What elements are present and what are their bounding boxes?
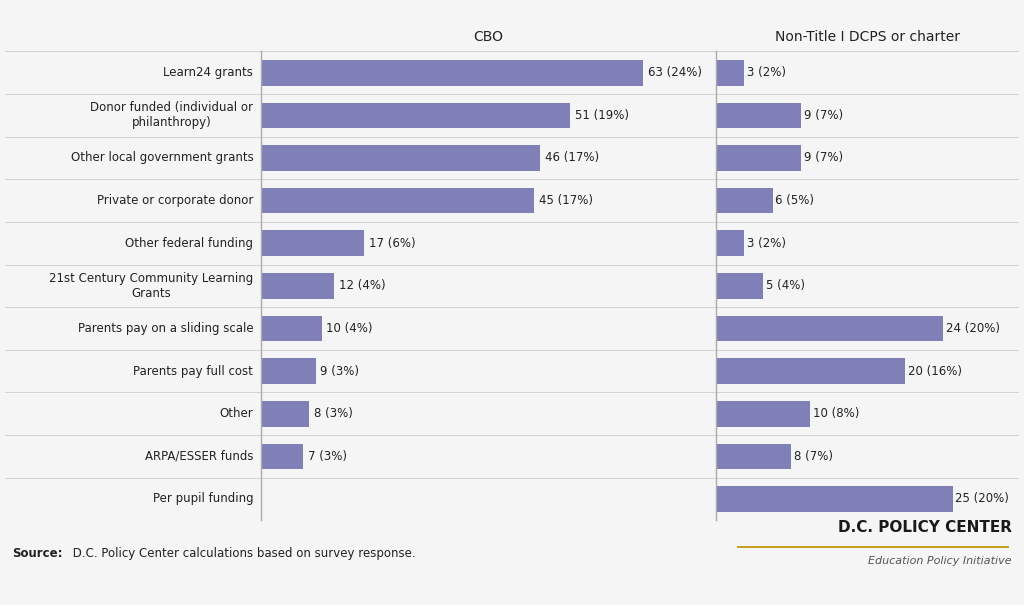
Text: Non-Title I DCPS or charter: Non-Title I DCPS or charter — [775, 30, 959, 44]
Bar — [261, 316, 322, 341]
Bar — [261, 60, 643, 85]
Text: 8 (7%): 8 (7%) — [795, 450, 834, 463]
Bar — [716, 188, 772, 214]
Bar — [261, 145, 540, 171]
Bar — [716, 273, 763, 299]
Text: 45 (17%): 45 (17%) — [539, 194, 593, 207]
Bar — [716, 486, 952, 512]
Text: 3 (2%): 3 (2%) — [746, 237, 786, 250]
Text: 9 (7%): 9 (7%) — [804, 109, 843, 122]
Text: 21st Century Community Learning
Grants: 21st Century Community Learning Grants — [49, 272, 253, 300]
Text: 8 (3%): 8 (3%) — [314, 407, 353, 420]
Text: 51 (19%): 51 (19%) — [575, 109, 629, 122]
Bar — [716, 60, 744, 85]
Bar — [261, 188, 534, 214]
Text: Learn24 grants: Learn24 grants — [164, 66, 253, 79]
Text: 63 (24%): 63 (24%) — [648, 66, 701, 79]
Text: Per pupil funding: Per pupil funding — [153, 492, 253, 506]
Text: Other local government grants: Other local government grants — [71, 151, 253, 165]
Bar — [716, 358, 905, 384]
Text: D.C. POLICY CENTER: D.C. POLICY CENTER — [838, 520, 1012, 535]
Bar — [261, 358, 315, 384]
Bar — [261, 273, 334, 299]
Bar — [261, 231, 364, 256]
Text: Other federal funding: Other federal funding — [125, 237, 253, 250]
Text: 7 (3%): 7 (3%) — [308, 450, 347, 463]
Bar — [261, 103, 570, 128]
Bar — [716, 401, 810, 427]
Text: 25 (20%): 25 (20%) — [955, 492, 1010, 506]
Bar — [716, 316, 943, 341]
Text: 17 (6%): 17 (6%) — [369, 237, 416, 250]
Text: Donor funded (individual or
philanthropy): Donor funded (individual or philanthropy… — [90, 102, 253, 129]
Bar — [261, 401, 309, 427]
Text: 10 (4%): 10 (4%) — [327, 322, 373, 335]
Text: 46 (17%): 46 (17%) — [545, 151, 599, 165]
Text: Other: Other — [219, 407, 253, 420]
Bar — [716, 103, 801, 128]
Bar — [261, 443, 303, 469]
Text: CBO: CBO — [473, 30, 504, 44]
Text: 24 (20%): 24 (20%) — [946, 322, 999, 335]
Bar — [716, 443, 792, 469]
Bar — [716, 231, 744, 256]
Text: 9 (7%): 9 (7%) — [804, 151, 843, 165]
Text: 5 (4%): 5 (4%) — [766, 280, 805, 292]
Text: 12 (4%): 12 (4%) — [339, 280, 385, 292]
Text: 10 (8%): 10 (8%) — [813, 407, 860, 420]
Text: Private or corporate donor: Private or corporate donor — [97, 194, 253, 207]
Text: Parents pay full cost: Parents pay full cost — [133, 365, 253, 378]
Text: Parents pay on a sliding scale: Parents pay on a sliding scale — [78, 322, 253, 335]
Text: Source:: Source: — [12, 547, 62, 560]
Text: D.C. Policy Center calculations based on survey response.: D.C. Policy Center calculations based on… — [69, 547, 416, 560]
Text: Education Policy Initiative: Education Policy Initiative — [868, 555, 1012, 566]
Text: 3 (2%): 3 (2%) — [746, 66, 786, 79]
Text: 6 (5%): 6 (5%) — [775, 194, 814, 207]
Text: ARPA/ESSER funds: ARPA/ESSER funds — [144, 450, 253, 463]
Bar — [716, 145, 801, 171]
Text: 20 (16%): 20 (16%) — [908, 365, 962, 378]
Text: 9 (3%): 9 (3%) — [321, 365, 359, 378]
